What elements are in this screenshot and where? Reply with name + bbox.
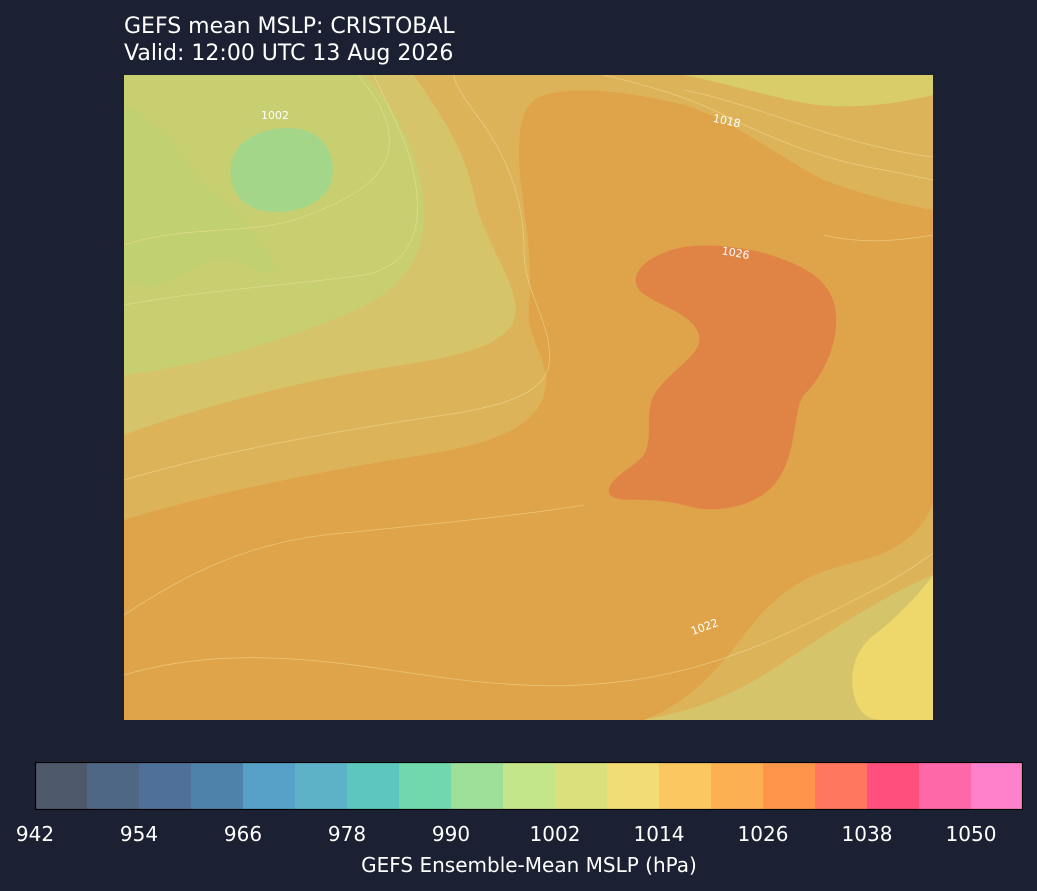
colorbar-label: GEFS Ensemble-Mean MSLP (hPa) [361, 853, 697, 877]
colorbar [35, 762, 1023, 810]
colorbar-swatch [399, 762, 452, 810]
contour-label-1018: 1018 [712, 112, 742, 131]
colorbar-swatch [555, 762, 608, 810]
colorbar-tick-label: 954 [119, 822, 159, 846]
isobars [124, 75, 933, 687]
high-center [608, 245, 837, 510]
colorbar-tick-label: 1050 [945, 822, 997, 846]
colorbar-tick-label: 978 [327, 822, 367, 846]
colorbar-tick-label: 966 [223, 822, 263, 846]
colorbar-swatch [191, 762, 244, 810]
colorbar-tick-label: 942 [15, 822, 55, 846]
colorbar-swatch [347, 762, 400, 810]
colorbar-swatch [295, 762, 348, 810]
colorbar-swatch [867, 762, 920, 810]
colorbar-swatch [711, 762, 764, 810]
contour-label-1002: 1002 [261, 109, 289, 122]
se-land [852, 575, 933, 720]
colorbar-swatch [971, 762, 1023, 810]
colorbar-swatch [503, 762, 556, 810]
colorbar-swatch [139, 762, 192, 810]
colorbar-swatch [243, 762, 296, 810]
low-center [230, 128, 333, 212]
ne-band [684, 75, 933, 107]
colorbar-swatch [451, 762, 504, 810]
colorbar-swatch [87, 762, 140, 810]
contour-label-1026: 1026 [721, 244, 751, 262]
colorbar-tick-label: 1014 [633, 822, 685, 846]
valid-time: Valid: 12:00 UTC 13 Aug 2026 [124, 41, 454, 66]
colorbar-tick-label: 1038 [841, 822, 893, 846]
map-title: GEFS mean MSLP: CRISTOBAL [124, 14, 455, 39]
colorbar-swatch [815, 762, 868, 810]
colorbar-swatch [763, 762, 816, 810]
colorbar-tick-label: 990 [431, 822, 471, 846]
colorbar-swatch [659, 762, 712, 810]
nw-land [124, 105, 275, 286]
colorbar-swatch [35, 762, 88, 810]
mslp-map: 1002 1018 1026 1022 [124, 75, 933, 720]
colorbar-tick-label: 1026 [737, 822, 789, 846]
colorbar-tick-label: 1002 [529, 822, 581, 846]
colorbar-swatch [607, 762, 660, 810]
colorbar-swatch [919, 762, 972, 810]
